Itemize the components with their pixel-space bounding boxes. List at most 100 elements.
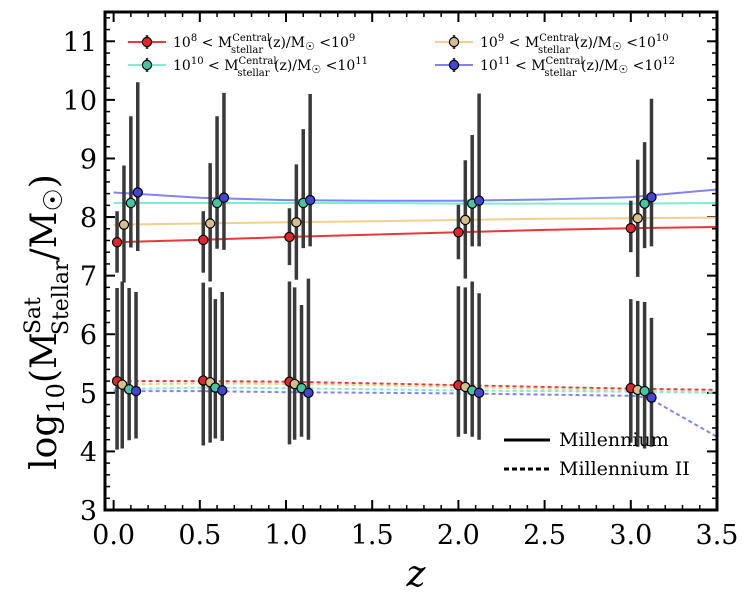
x-tick-label: 0.5 — [178, 520, 221, 551]
legend-label-part: M — [525, 35, 539, 51]
y-axis-label-mid: /M — [24, 212, 65, 261]
legend-label-part: stellar — [538, 45, 570, 56]
legend-label-part: ☉ — [311, 63, 321, 76]
y-axis-label-close: ) — [24, 174, 65, 188]
y-tick-label: 3 — [80, 496, 97, 527]
plot-frame — [103, 10, 719, 512]
y-axis-label-sun: ☉ — [39, 188, 69, 211]
legend-label-part: 10 — [480, 58, 498, 74]
y-tick-label: 4 — [80, 437, 97, 468]
marker-s4 — [473, 195, 485, 206]
legend-label-part: M — [218, 35, 232, 51]
legend-label: 108 < MCentral stellar (z)/M☉ <109 — [173, 33, 355, 56]
legend-marker — [141, 36, 153, 48]
y-axis-label-prefix: log — [24, 414, 65, 470]
x-tick-label: 1.0 — [265, 520, 308, 551]
legend-label-part: < — [321, 58, 337, 74]
legend-label-part: < — [204, 58, 225, 74]
legend-label-part: ☉ — [305, 40, 315, 53]
legend-label-part: Central — [239, 56, 277, 67]
y-axis-label-sup: Sat — [21, 297, 46, 334]
marker-s4 — [130, 385, 142, 397]
legend-label-part: stellar — [544, 68, 576, 79]
legend-marker — [448, 36, 460, 48]
marker-s3 — [211, 197, 223, 209]
series-line-s1 — [113, 226, 717, 244]
legend-label-part: (z)/M — [577, 58, 619, 74]
marker-s4 — [218, 192, 230, 203]
legend2-label: Millennium II — [559, 458, 690, 480]
marker-s4 — [132, 187, 143, 198]
legend-label-part: < — [628, 58, 644, 74]
legend-label-part: M — [531, 58, 545, 74]
series-line-s4 — [113, 188, 717, 202]
legend-entry-s3: 1010 < MCentral stellar (z)/M☉ <1011 — [128, 56, 368, 79]
legend-marker — [141, 59, 153, 71]
legend-label-part: 12 — [662, 56, 675, 67]
y-tick-label: 8 — [80, 203, 97, 234]
legend-entry-s4: 1011 < MCentral stellar (z)/M☉ <1012 — [435, 56, 675, 79]
legend2-entry-dashed: Millennium II — [504, 458, 690, 480]
data-markers — [111, 187, 657, 403]
legend-label-part: 10 — [173, 35, 191, 51]
y-axis-label-open: (M — [24, 332, 65, 383]
x-tick-label: 2.5 — [523, 520, 566, 551]
marker-s1 — [111, 237, 123, 248]
legend-label: 109 < MCentral stellar (z)/M☉ <1010 — [480, 33, 669, 56]
legend2-entry-solid: Millennium — [504, 429, 669, 451]
legend-label: 1010 < MCentral stellar (z)/M☉ <1011 — [173, 56, 368, 79]
marker-s3 — [639, 385, 650, 397]
marker-s1 — [284, 231, 295, 243]
marker-s4 — [217, 385, 228, 396]
marker-s2 — [291, 217, 302, 228]
legend-entry-s2: 109 < MCentral stellar (z)/M☉ <1010 — [435, 33, 669, 56]
legend-label-part: stellar — [237, 68, 269, 79]
legend-label-part: Central — [546, 56, 584, 67]
legend-label-part: (z)/M — [570, 35, 612, 51]
marker-s4 — [304, 194, 316, 206]
legend-label-part: < — [504, 35, 525, 51]
marker-s4 — [303, 387, 314, 399]
legend-label-part: 11 — [355, 56, 368, 67]
series-line-s3 — [113, 202, 717, 205]
y-tick-label: 6 — [80, 320, 97, 351]
x-tick-label: 3.5 — [696, 520, 739, 551]
legend-label-part: Central — [539, 33, 577, 44]
simulation-legend: Millennium Millennium II — [504, 429, 690, 480]
marker-s1 — [198, 234, 209, 246]
y-axis-label-sub: Stellar — [49, 260, 74, 335]
legend-label-part: 10 — [337, 58, 355, 74]
marker-s2 — [632, 213, 643, 224]
legend-label-part: 10 — [331, 35, 349, 51]
marker-s3 — [639, 198, 650, 209]
legend-label-part: 10 — [638, 35, 656, 51]
legend: 108 < MCentral stellar (z)/M☉ <109 109 < M… — [128, 33, 675, 79]
y-tick-label: 10 — [63, 86, 97, 117]
legend-label-part: < — [315, 35, 331, 51]
legend-label-part: (z)/M — [270, 58, 312, 74]
marker-s4 — [646, 392, 657, 403]
legend-label-part: 10 — [480, 35, 498, 51]
marker-s2 — [460, 214, 471, 226]
legend-label-part: < — [511, 58, 532, 74]
y-axis-label: log10(MSat Stellar/M☉) — [21, 174, 74, 470]
y-tick-label: 11 — [63, 27, 97, 58]
legend-label-part: 10 — [173, 58, 191, 74]
legend-label-part: 9 — [498, 33, 504, 44]
y-tick-label: 9 — [80, 144, 97, 175]
legend-label-part: 10 — [644, 58, 662, 74]
marker-s4 — [646, 191, 657, 203]
x-axis-label: z — [406, 554, 427, 595]
legend-label-part: 10 — [191, 56, 204, 67]
legend-label-part: 9 — [349, 33, 355, 44]
marker-s2 — [118, 219, 130, 230]
legend-label-part: 8 — [191, 33, 197, 44]
x-tick-label: 1.5 — [351, 520, 394, 551]
marker-s2 — [204, 218, 216, 229]
legend-label-part: ☉ — [618, 63, 628, 76]
legend-label-part: 10 — [656, 33, 669, 44]
marker-s1 — [625, 222, 637, 234]
x-tick-label: 0.0 — [92, 520, 135, 551]
